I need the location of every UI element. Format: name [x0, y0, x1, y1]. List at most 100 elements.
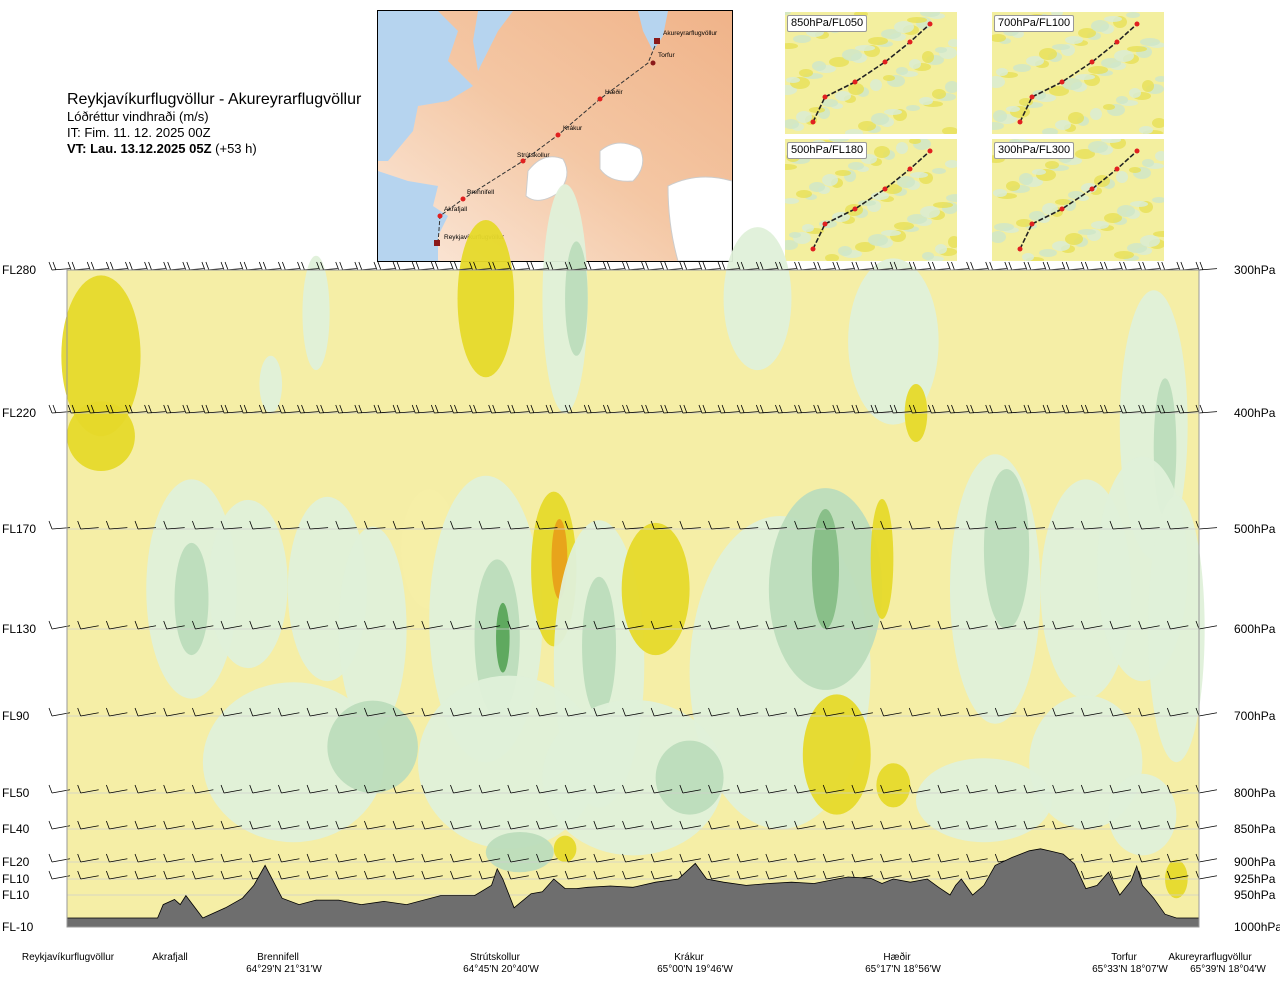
wind-barb-feather: [851, 520, 856, 530]
mini-map-cell: [799, 69, 813, 77]
wind-barb: [163, 870, 185, 880]
field-cell-moderate_down: [621, 522, 690, 656]
mini-map-cell: [1126, 12, 1140, 18]
wind-barb-shaft: [376, 411, 396, 414]
wind-barb: [354, 404, 376, 414]
wind-barb: [430, 404, 453, 414]
wind-barb-feather: [889, 261, 894, 271]
wind-barb: [478, 620, 501, 630]
wind-barb-feather: [530, 261, 535, 271]
wind-barb-shaft: [281, 858, 300, 863]
mini-map-route-point: [852, 79, 858, 85]
wind-barb-feather: [855, 404, 860, 414]
wind-barb: [507, 707, 529, 717]
pressure-tick-label: 300hPa: [1234, 263, 1276, 277]
wind-barb: [392, 820, 415, 830]
wind-barb-shaft: [90, 411, 109, 414]
wind-barb-shaft: [1141, 875, 1160, 880]
wind-barb-shaft: [1141, 858, 1160, 863]
wind-barb-shaft: [568, 825, 587, 830]
wind-barb-shaft: [644, 411, 663, 414]
wind-barb-feather: [421, 707, 426, 717]
wind-barb: [306, 853, 329, 863]
wind-barb-shaft: [1055, 625, 1074, 630]
wind-barb-shaft: [137, 712, 157, 717]
wind-barb-feather: [125, 261, 129, 271]
wind-barb-feather: [492, 404, 497, 414]
wind-barb: [105, 870, 128, 880]
wind-barb: [536, 707, 558, 717]
wind-barb-feather: [278, 707, 282, 717]
wind-barb: [1157, 404, 1179, 414]
wind-barb-feather: [450, 853, 454, 863]
wind-barb: [650, 520, 673, 530]
wind-barb-feather: [278, 404, 282, 414]
wind-barb-feather: [603, 404, 607, 414]
wind-barb: [966, 820, 988, 830]
station-coord-label: 65°00'N 19°46'W: [657, 964, 733, 975]
wind-barb-shaft: [109, 527, 128, 530]
wind-barb-feather: [937, 520, 942, 530]
wind-barb-shaft: [568, 875, 587, 880]
wind-barb: [822, 853, 845, 863]
mini-map-cell: [922, 252, 934, 260]
wind-barb: [1061, 404, 1084, 414]
wind-barb-shaft: [1084, 875, 1103, 880]
wind-barb: [220, 261, 243, 271]
wind-barb-feather: [1166, 520, 1171, 530]
wind-barb-feather: [450, 784, 454, 794]
wind-barb: [937, 853, 959, 863]
wind-barb: [316, 404, 338, 414]
wind-barb-feather: [1166, 784, 1171, 794]
wind-barb-shaft: [940, 527, 959, 530]
wind-barb-feather: [316, 404, 321, 414]
wind-barb-feather: [966, 870, 970, 880]
wind-barb-feather: [220, 261, 225, 271]
wind-barb-feather: [717, 404, 722, 414]
wind-barb-feather: [48, 784, 53, 794]
wind-barb-feather: [1166, 820, 1171, 830]
wind-barb-shaft: [482, 825, 501, 830]
wind-barb-feather: [415, 404, 420, 414]
station-coord-label: 65°33'N 18°07'W: [1092, 964, 1168, 975]
wind-barb-feather: [335, 707, 340, 717]
wind-barb-shaft: [721, 411, 740, 414]
wind-barb-shaft: [883, 875, 902, 880]
valid-time: VT: Lau. 13.12.2025 05Z (+53 h): [67, 141, 387, 157]
wind-barb-feather: [908, 820, 913, 830]
wind-barb-shaft: [1084, 858, 1103, 863]
wind-barb-feather: [679, 620, 684, 630]
wind-barb-feather: [192, 853, 196, 863]
field-cell-moderate_down: [876, 763, 911, 808]
pressure-tick-label: 400hPa: [1234, 406, 1276, 420]
wind-barb-shaft: [137, 625, 157, 630]
wind-barb-shaft: [740, 789, 759, 794]
wind-barb: [536, 784, 558, 794]
wind-barb-shaft: [826, 527, 845, 530]
wind-barb-feather: [297, 404, 301, 414]
wind-barb-feather: [492, 261, 497, 271]
wind-barb: [134, 870, 157, 880]
wind-barb-shaft: [510, 825, 529, 830]
wind-barb-feather: [278, 261, 282, 271]
wind-barb-shaft: [367, 858, 386, 863]
wind-barb-feather: [105, 261, 110, 271]
wind-barb-feather: [660, 404, 665, 414]
wind-barb: [1023, 707, 1046, 717]
wind-barb: [966, 707, 988, 717]
mini-map-route: [812, 23, 931, 123]
mini-map-cell: [785, 119, 799, 129]
wind-barb-shaft: [998, 712, 1017, 717]
wind-barb-shaft: [539, 825, 558, 830]
mini-map-cell: [870, 79, 882, 91]
wind-barb-feather: [740, 261, 745, 271]
wind-barb-feather: [1166, 707, 1171, 717]
wind-barb: [306, 520, 329, 530]
wind-barb-feather: [364, 620, 368, 630]
wind-barb-shaft: [568, 712, 587, 717]
wind-barb-feather: [937, 870, 942, 880]
wind-barb-shaft: [1026, 411, 1045, 414]
wind-barb: [908, 620, 931, 630]
wind-barb: [163, 620, 185, 630]
wind-barb: [125, 404, 147, 414]
